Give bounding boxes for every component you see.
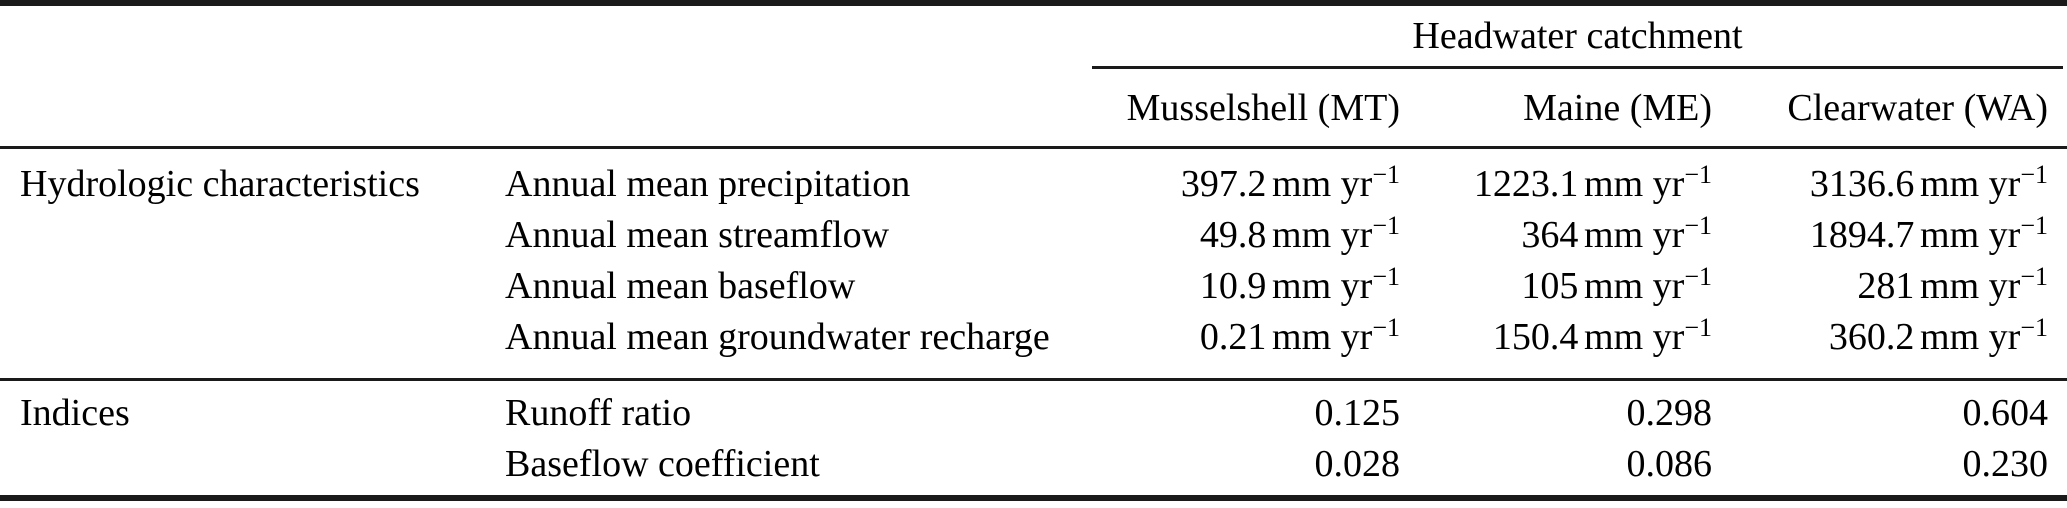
table-row: Annual mean streamflow 49.8 mm yr−1 364 mm… [0, 210, 2067, 261]
table-row: Annual mean groundwater recharge 0.21 mm … [0, 312, 2067, 363]
row-label: Runoff ratio [505, 392, 692, 434]
value-cell: 0.125 [1314, 392, 1401, 434]
row-group-label: Hydrologic characteristics [20, 163, 420, 205]
value-cell: 0.298 [1626, 392, 1713, 434]
spanner-header: Headwater catchment [1412, 15, 1743, 57]
value-cell: 105 mm yr−1 [1521, 262, 1712, 308]
top-rule [0, 0, 2067, 6]
value-cell: 0.21 mm yr−1 [1199, 313, 1400, 359]
row-label: Annual mean streamflow [505, 214, 890, 256]
value-cell: 0.086 [1626, 443, 1713, 485]
row-group-label [0, 261, 505, 312]
column-header-row: Musselshell (MT) Maine (ME) Clearwater (… [0, 69, 2067, 146]
value-cell: 10.9 mm yr−1 [1199, 262, 1400, 308]
section-indices: Indices Runoff ratio 0.125 0.298 0.604 B… [0, 381, 2067, 495]
value-cell: 1894.7 mm yr−1 [1809, 211, 2048, 257]
spanner-underline-rule [1092, 66, 2063, 69]
header-rule [0, 146, 2067, 149]
column-header-clearwater: Clearwater (WA) [1787, 86, 2048, 129]
row-label: Annual mean groundwater recharge [505, 316, 1050, 358]
value-cell: 1223.1 mm yr−1 [1473, 160, 1712, 206]
value-cell: 364 mm yr−1 [1521, 211, 1712, 257]
section-hydrologic-characteristics: Hydrologic characteristics Annual mean p… [0, 149, 2067, 378]
value-cell: 281 mm yr−1 [1857, 262, 2048, 308]
value-cell: 49.8 mm yr−1 [1199, 211, 1400, 257]
row-group-label [0, 312, 505, 363]
row-group-label [0, 210, 505, 261]
row-label: Annual mean baseflow [505, 265, 856, 307]
table-row: Baseflow coefficient 0.028 0.086 0.230 [0, 439, 2067, 490]
spanner-row: Headwater catchment [0, 6, 2067, 66]
row-label: Annual mean precipitation [505, 163, 911, 205]
row-label: Baseflow coefficient [505, 443, 820, 485]
value-cell: 150.4 mm yr−1 [1492, 313, 1712, 359]
section-divider-rule [0, 378, 2067, 381]
value-cell: 397.2 mm yr−1 [1180, 160, 1400, 206]
column-header-musselshell: Musselshell (MT) [1126, 86, 1400, 129]
table-row: Annual mean baseflow 10.9 mm yr−1 105 mm y… [0, 261, 2067, 312]
table-row: Indices Runoff ratio 0.125 0.298 0.604 [0, 388, 2067, 439]
value-cell: 0.604 [1962, 392, 2049, 434]
value-cell: 0.028 [1314, 443, 1401, 485]
row-group-label: Indices [20, 392, 130, 434]
value-cell: 0.230 [1962, 443, 2049, 485]
column-header-maine: Maine (ME) [1523, 86, 1712, 129]
value-cell: 360.2 mm yr−1 [1828, 313, 2048, 359]
value-cell: 3136.6 mm yr−1 [1809, 160, 2048, 206]
bottom-rule [0, 495, 2067, 501]
table-row: Hydrologic characteristics Annual mean p… [0, 159, 2067, 210]
row-group-label [0, 439, 505, 490]
